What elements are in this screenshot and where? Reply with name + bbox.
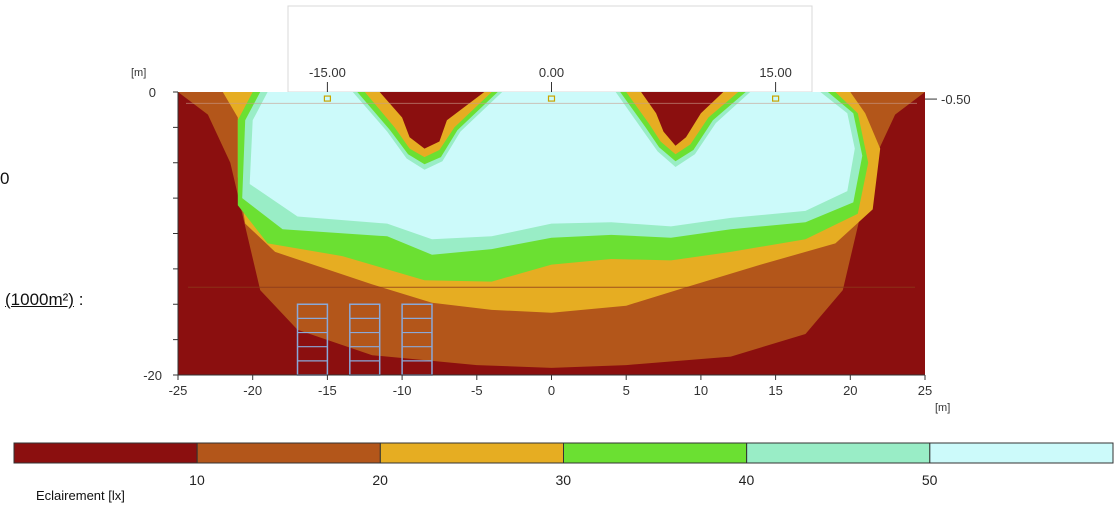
top-tick-label: 15.00	[759, 65, 792, 80]
x-unit-label: [m]	[935, 402, 950, 414]
top-tick-label: -15.00	[309, 65, 346, 80]
illuminance-legend	[13, 442, 1114, 464]
legend-band-2	[379, 442, 565, 464]
x-tick-label: -15	[318, 383, 337, 398]
x-tick-label: -20	[243, 383, 262, 398]
area-colon-text: :	[73, 290, 84, 309]
area-value-text: (1000m²)	[5, 290, 74, 309]
header-frame	[287, 5, 813, 93]
luminaire-2	[547, 95, 556, 102]
legend-band-0	[13, 442, 198, 464]
x-tick-label: 25	[918, 383, 932, 398]
y-tick-label-top: 0	[149, 85, 156, 100]
x-tick-label: -25	[169, 383, 188, 398]
x-tick-label: 15	[768, 383, 782, 398]
y-tick-label-bottom: -20	[143, 368, 162, 383]
luminaire-3	[771, 95, 780, 102]
clipped-text-area: (1000m²) :	[5, 290, 83, 310]
chart-axes: -25 -20 -15 -10 -5 0 5 10 15 20 25[m][m]0-20-15.00…	[131, 65, 971, 414]
x-tick-label: 10	[694, 383, 708, 398]
legend-threshold-20: 20	[372, 472, 388, 488]
luminaire-1	[323, 95, 331, 102]
x-tick-label: 20	[843, 383, 857, 398]
legend-threshold-40: 40	[738, 472, 755, 488]
top-tick-label: 0.00	[539, 65, 564, 80]
legend-threshold-10: 10	[189, 472, 205, 488]
legend-band-5	[929, 442, 1114, 464]
legend-band-3	[563, 442, 748, 464]
legend-threshold-50: 50	[921, 472, 938, 488]
right-level-label: -0.50	[941, 92, 971, 107]
dark-notch-0	[379, 92, 485, 149]
chart-background	[287, 5, 813, 93]
dark-notch-1	[641, 92, 724, 146]
x-tick-label: 5	[623, 383, 630, 398]
legend-title: Eclairement [lx]	[36, 488, 125, 503]
legend-threshold-30: 30	[555, 472, 572, 488]
legend-band-4	[746, 442, 931, 464]
x-tick-label: -5	[471, 383, 483, 398]
x-tick-label: 0	[548, 383, 555, 398]
legend-band-1	[196, 442, 381, 464]
clipped-text-zero: 0	[0, 169, 10, 188]
contour-plot-area	[178, 92, 925, 376]
y-unit-label: [m]	[131, 67, 146, 79]
x-tick-label: -10	[393, 383, 412, 398]
